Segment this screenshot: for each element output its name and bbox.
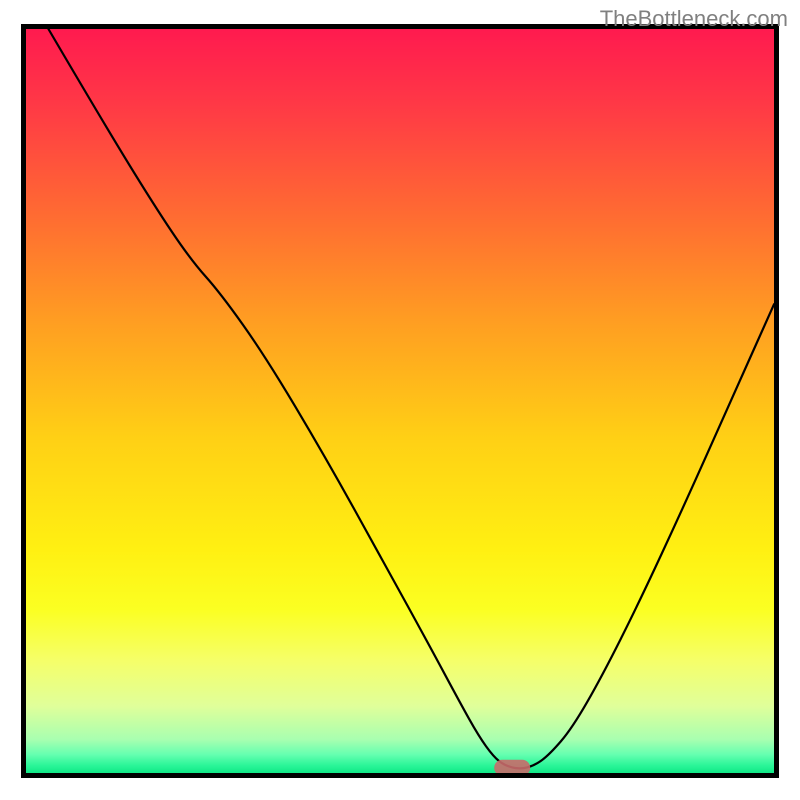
gradient-bg (26, 29, 774, 773)
chart-container: TheBottleneck.com (0, 0, 800, 800)
watermark-text: TheBottleneck.com (600, 6, 788, 32)
bottleneck-chart (0, 0, 800, 800)
